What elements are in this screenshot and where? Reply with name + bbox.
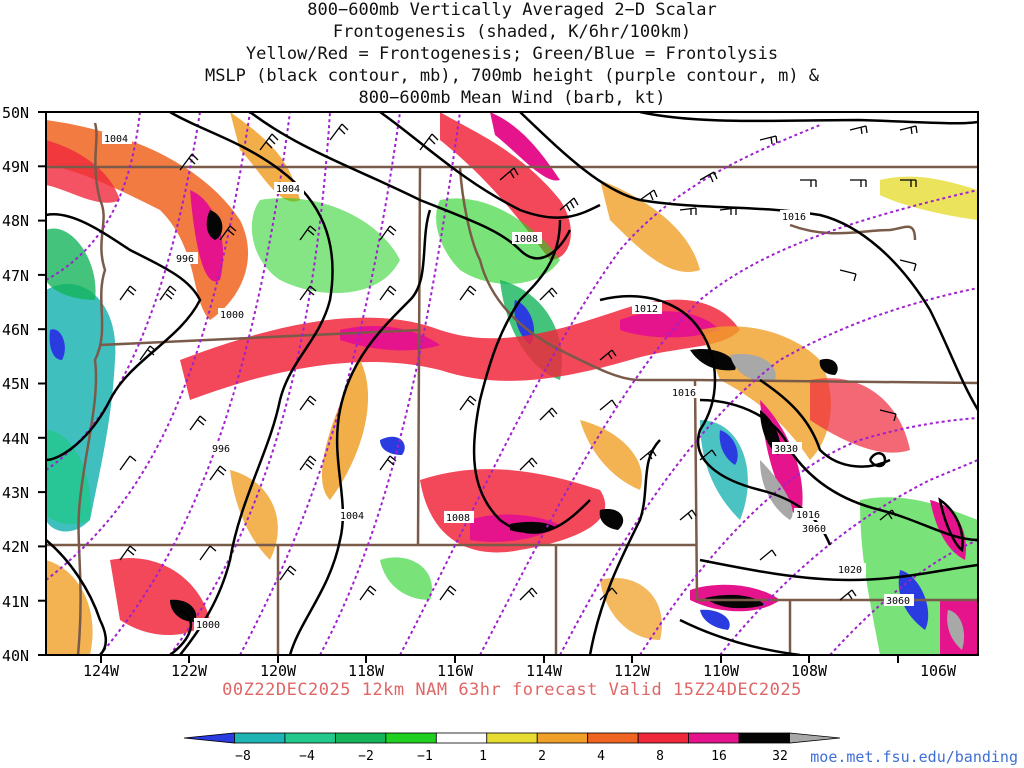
colorbar-swatch: [385, 732, 437, 744]
lat-label-44n: 44N: [2, 430, 29, 448]
mslp-label-1016-north: 1016: [782, 212, 806, 223]
mslp-label-1000-south: 1000: [196, 620, 220, 631]
mslp-label-996-north: 996: [176, 254, 194, 265]
lon-label-120w: 120W: [260, 662, 297, 680]
colorbar: [183, 732, 841, 744]
colorbar-swatch: [284, 732, 336, 744]
lon-label-122w: 122W: [171, 662, 208, 680]
mslp-label-1008-north: 1008: [514, 234, 538, 245]
lon-label-118w: 118W: [348, 662, 385, 680]
mslp-label-1008-south: 1008: [446, 513, 470, 524]
lon-label-108w: 108W: [791, 662, 828, 680]
colorbar-label-neg8: −8: [235, 749, 251, 764]
lat-label-46n: 46N: [2, 321, 29, 339]
lon-label-106w: 106W: [920, 662, 957, 680]
height-label-3060-b: 3060: [886, 596, 910, 607]
lat-label-49n: 49N: [2, 158, 29, 176]
colorbar-label-neg4: −4: [299, 749, 315, 764]
colorbar-swatch: [789, 732, 841, 744]
mslp-label-1000-north: 1000: [220, 310, 244, 321]
colorbar-swatch: [183, 732, 235, 744]
colorbar-swatch: [435, 732, 488, 744]
contour-labels: 1004 1008 1012 1016 996 1000 996 1004 10…: [102, 132, 914, 631]
mslp-label-1020: 1020: [838, 565, 862, 576]
mslp-label-1016-south: 1016: [796, 510, 820, 521]
lat-label-41n: 41N: [2, 593, 29, 611]
mslp-label-1012: 1012: [634, 304, 658, 315]
lat-label-45n: 45N: [2, 375, 29, 393]
political-borders: [46, 122, 978, 655]
lon-label-114w: 114W: [526, 662, 563, 680]
latitude-axis: 50N 49N 48N 47N 46N 45N 44N 43N 42N 41N …: [2, 104, 46, 665]
credit-url: moe.met.fsu.edu/banding: [810, 748, 1018, 766]
colorbar-labels: −8 −4 −2 −1 1 2 4 8 16 32: [235, 749, 788, 764]
mslp-contours: [46, 112, 978, 655]
colorbar-label-4: 4: [597, 749, 605, 764]
colorbar-swatch: [637, 732, 690, 744]
lat-label-47n: 47N: [2, 267, 29, 285]
colorbar-label-16: 16: [711, 749, 727, 764]
height-label-3030: 3030: [774, 444, 798, 455]
title-line-1: 800−600mb Vertically Averaged 2−D Scalar: [307, 0, 717, 20]
mslp-label-1004-south: 1004: [340, 511, 364, 522]
colorbar-swatch: [536, 732, 589, 744]
colorbar-swatch: [688, 732, 740, 744]
colorbar-swatch: [234, 732, 286, 744]
colorbar-label-neg1: −1: [417, 749, 433, 764]
colorbar-label-2: 2: [538, 749, 546, 764]
lat-label-50n: 50N: [2, 104, 29, 122]
lat-label-42n: 42N: [2, 538, 29, 556]
colorbar-label-neg2: −2: [358, 749, 374, 764]
colorbar-label-32: 32: [772, 749, 788, 764]
colorbar-label-8: 8: [656, 749, 664, 764]
mslp-label-1004-northwest: 1004: [104, 134, 128, 145]
title-line-3: Yellow/Red = Frontogenesis; Green/Blue =…: [245, 44, 779, 64]
title-line-5: 800−600mb Mean Wind (barb, kt): [358, 88, 666, 108]
longitude-axis: 124W 122W 120W 118W 116W 114W 112W 110W …: [83, 655, 957, 680]
lon-label-124w: 124W: [83, 662, 120, 680]
colorbar-swatch: [334, 732, 387, 744]
lat-label-48n: 48N: [2, 212, 29, 230]
title-line-2: Frontogenesis (shaded, K/6hr/100km): [332, 22, 692, 42]
valid-time-line: 00Z22DEC2025 12km NAM 63hr forecast Vali…: [222, 680, 802, 700]
title-line-4: MSLP (black contour, mb), 700mb height (…: [204, 66, 820, 86]
map-panel: 1004 1008 1012 1016 996 1000 996 1004 10…: [46, 112, 978, 655]
mslp-label-996-south: 996: [212, 444, 230, 455]
lat-label-40n: 40N: [2, 647, 29, 665]
lon-label-112w: 112W: [614, 662, 651, 680]
height-label-3060-a: 3060: [802, 524, 826, 535]
mslp-label-1004-north: 1004: [276, 184, 300, 195]
colorbar-swatch: [587, 732, 639, 744]
colorbar-swatch: [486, 732, 538, 744]
lon-label-110w: 110W: [703, 662, 740, 680]
mslp-label-1016-mid: 1016: [672, 388, 696, 399]
colorbar-label-1: 1: [479, 749, 487, 764]
lon-label-116w: 116W: [437, 662, 474, 680]
lat-label-43n: 43N: [2, 484, 29, 502]
wind-barbs: [119, 123, 918, 601]
colorbar-swatch: [738, 732, 790, 744]
